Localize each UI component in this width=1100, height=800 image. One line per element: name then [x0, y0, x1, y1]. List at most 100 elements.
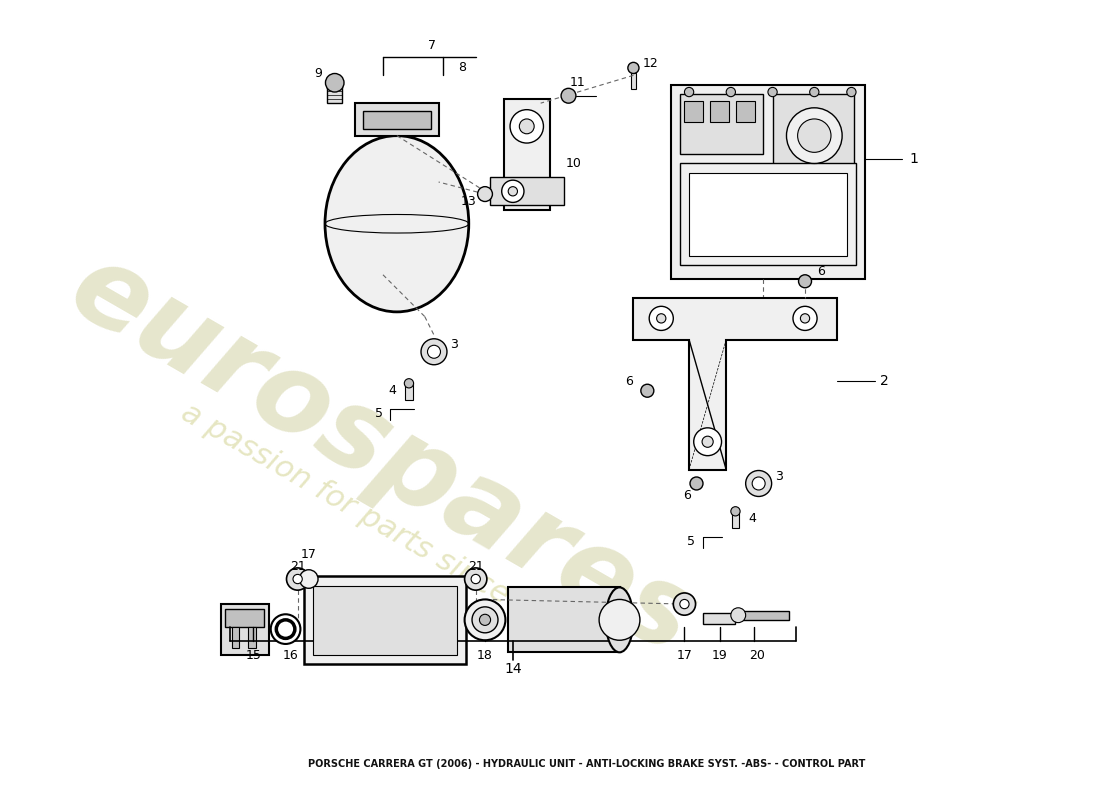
- Circle shape: [799, 274, 812, 288]
- Circle shape: [286, 568, 309, 590]
- Circle shape: [673, 593, 695, 615]
- Bar: [221, 604, 268, 655]
- Bar: [405, 383, 412, 400]
- Bar: [314, 586, 458, 655]
- Circle shape: [405, 378, 414, 388]
- Bar: [304, 576, 466, 664]
- Bar: [689, 173, 847, 256]
- Circle shape: [657, 314, 665, 323]
- Text: 13: 13: [461, 195, 476, 208]
- Text: 12: 12: [642, 57, 658, 70]
- Text: 9: 9: [315, 67, 322, 80]
- Bar: [249, 627, 256, 648]
- Circle shape: [726, 87, 736, 97]
- Circle shape: [641, 384, 653, 398]
- Text: 21: 21: [289, 561, 306, 574]
- Circle shape: [477, 186, 493, 202]
- Bar: [680, 163, 856, 266]
- Circle shape: [271, 614, 300, 644]
- Text: 17: 17: [676, 649, 692, 662]
- Text: 1: 1: [909, 152, 918, 166]
- Circle shape: [793, 306, 817, 330]
- Circle shape: [464, 568, 487, 590]
- Circle shape: [752, 477, 766, 490]
- Text: PORSCHE CARRERA GT (2006) - HYDRAULIC UNIT - ANTI-LOCKING BRAKE SYST. -ABS- - CO: PORSCHE CARRERA GT (2006) - HYDRAULIC UN…: [308, 758, 866, 769]
- Bar: [684, 102, 703, 122]
- Circle shape: [730, 506, 740, 516]
- Text: 5: 5: [686, 535, 695, 549]
- Circle shape: [299, 570, 318, 588]
- Circle shape: [561, 88, 576, 103]
- Circle shape: [847, 87, 856, 97]
- Circle shape: [480, 614, 491, 626]
- Ellipse shape: [324, 136, 469, 312]
- Circle shape: [694, 428, 722, 456]
- Circle shape: [471, 574, 481, 584]
- Text: 11: 11: [570, 76, 585, 90]
- Circle shape: [810, 87, 818, 97]
- Text: 17: 17: [300, 549, 317, 562]
- Circle shape: [786, 108, 843, 163]
- Ellipse shape: [606, 587, 634, 652]
- Circle shape: [421, 338, 447, 365]
- Text: 6: 6: [817, 266, 825, 278]
- Bar: [738, 610, 790, 620]
- Circle shape: [510, 110, 543, 143]
- Circle shape: [472, 607, 498, 633]
- Circle shape: [680, 599, 689, 609]
- Bar: [226, 609, 264, 627]
- Text: 6: 6: [683, 489, 691, 502]
- Text: a passion for parts since 1985: a passion for parts since 1985: [176, 398, 590, 653]
- Circle shape: [502, 180, 524, 202]
- Text: 6: 6: [625, 375, 632, 388]
- Text: 5: 5: [375, 407, 383, 421]
- Bar: [504, 98, 550, 210]
- Bar: [328, 82, 342, 103]
- Text: 3: 3: [776, 470, 783, 482]
- Text: 16: 16: [283, 649, 298, 662]
- Circle shape: [600, 599, 640, 640]
- Circle shape: [746, 470, 771, 497]
- Circle shape: [730, 608, 746, 622]
- Text: 21: 21: [468, 561, 484, 574]
- Bar: [671, 85, 866, 279]
- Circle shape: [684, 87, 694, 97]
- Text: 18: 18: [477, 649, 493, 662]
- Bar: [355, 103, 439, 136]
- Circle shape: [702, 436, 713, 447]
- Circle shape: [326, 74, 344, 92]
- Polygon shape: [634, 298, 837, 470]
- Text: 4: 4: [748, 512, 756, 526]
- Bar: [680, 94, 763, 154]
- Circle shape: [428, 346, 440, 358]
- Circle shape: [464, 599, 505, 640]
- Circle shape: [649, 306, 673, 330]
- Bar: [772, 94, 855, 178]
- Bar: [363, 110, 431, 129]
- Bar: [490, 178, 564, 206]
- Text: 2: 2: [880, 374, 889, 389]
- Bar: [508, 587, 619, 652]
- Text: eurospares: eurospares: [52, 234, 714, 678]
- Text: 19: 19: [712, 649, 727, 662]
- Circle shape: [798, 119, 830, 152]
- Circle shape: [801, 314, 810, 323]
- Bar: [630, 73, 636, 90]
- Text: 10: 10: [565, 157, 581, 170]
- Text: 3: 3: [451, 338, 459, 351]
- Text: 20: 20: [749, 649, 764, 662]
- Text: 8: 8: [458, 62, 465, 74]
- Text: 15: 15: [245, 649, 261, 662]
- Circle shape: [690, 477, 703, 490]
- Bar: [736, 102, 755, 122]
- Text: 7: 7: [428, 39, 436, 52]
- Bar: [703, 614, 736, 625]
- Bar: [711, 102, 729, 122]
- Circle shape: [768, 87, 778, 97]
- Circle shape: [293, 574, 303, 584]
- Text: 4: 4: [388, 384, 396, 398]
- Circle shape: [628, 62, 639, 74]
- Bar: [232, 627, 239, 648]
- Circle shape: [508, 186, 517, 196]
- Bar: [732, 511, 739, 528]
